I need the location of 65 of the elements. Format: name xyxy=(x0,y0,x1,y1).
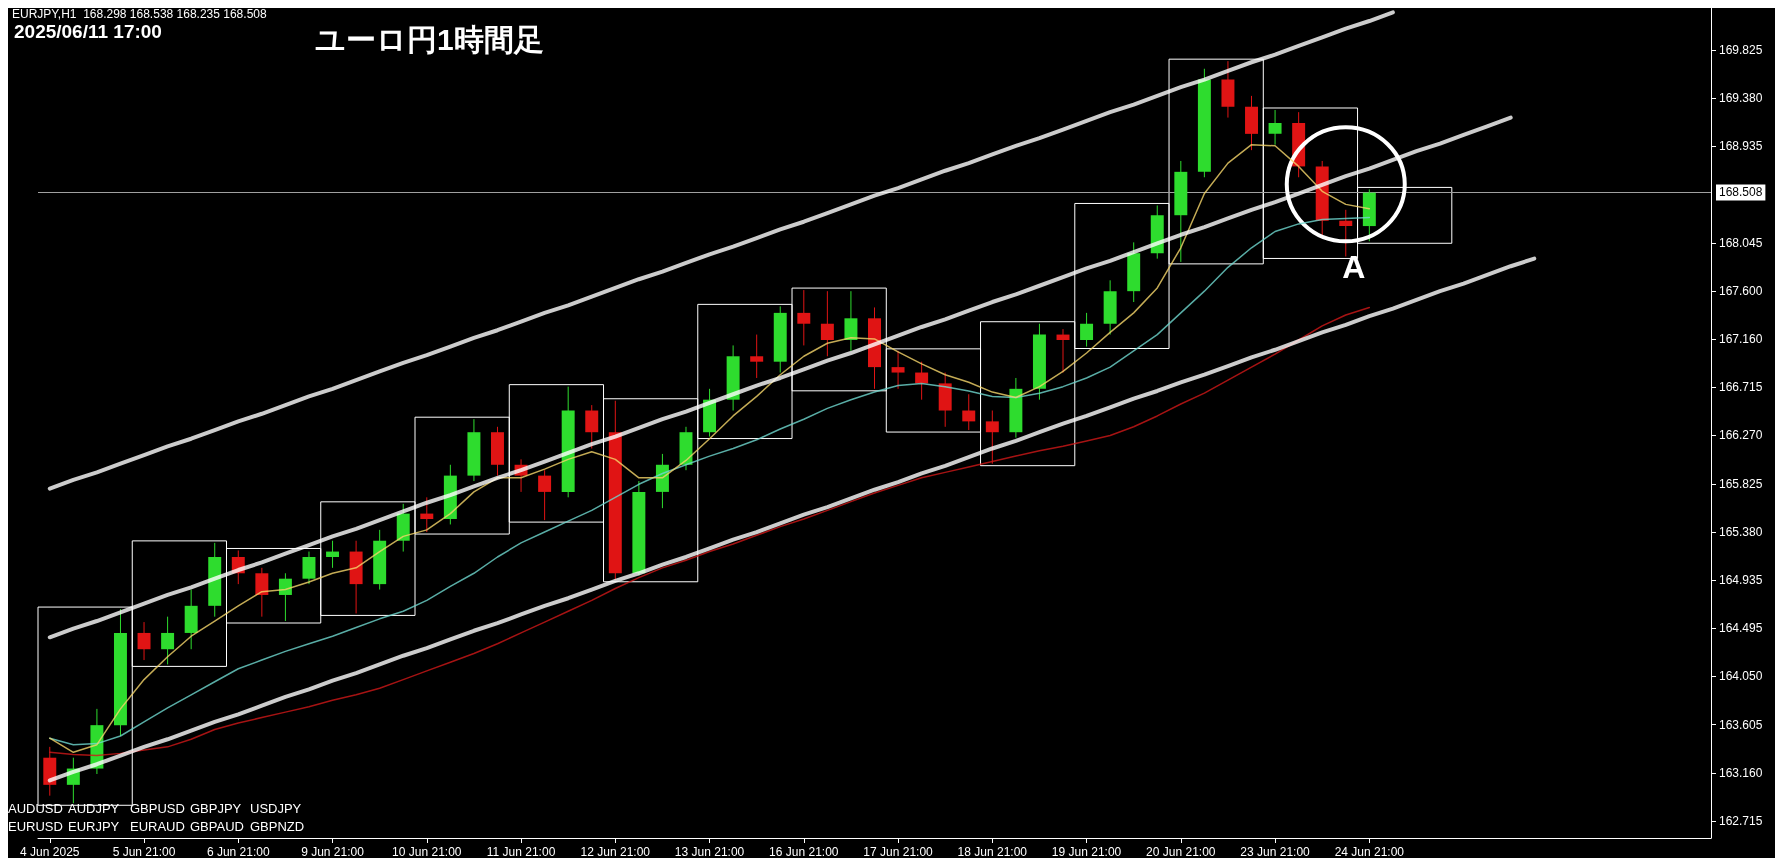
x-tick-label: 19 Jun 21:00 xyxy=(1051,845,1122,859)
text: 2025/06/11 17:00 xyxy=(14,21,162,42)
x-tick-label: 24 Jun 21:00 xyxy=(1334,845,1405,859)
annotation: EURJPY,H1 168.298 168.538 168.235 168.508 xyxy=(12,7,267,21)
y-tick-label: 165.825 xyxy=(1719,476,1763,491)
x-tick-label: 17 Jun 21:00 xyxy=(863,845,934,859)
candlestick xyxy=(326,540,340,569)
candlestick xyxy=(915,361,929,401)
x-tick-label: 23 Jun 21:00 xyxy=(1240,845,1311,859)
y-tick-label: 164.050 xyxy=(1719,669,1763,684)
candlestick xyxy=(420,496,434,533)
y-tick-label: 164.495 xyxy=(1719,621,1763,636)
y-tick-label: 166.270 xyxy=(1719,428,1763,443)
x-tick-label: 10 Jun 21:00 xyxy=(392,845,462,859)
x-tick-label: 12 Jun 21:00 xyxy=(580,845,651,859)
annotation: GBPUSD xyxy=(130,801,185,816)
candlestick xyxy=(1268,109,1282,146)
candlestick xyxy=(1080,312,1094,348)
candlestick xyxy=(302,551,316,585)
candlestick xyxy=(891,350,905,390)
annotation: GBPJPY xyxy=(190,801,242,816)
y-tick-label: 166.715 xyxy=(1719,380,1763,395)
candlestick xyxy=(137,621,151,661)
ref-line-label: 168.508 xyxy=(1719,185,1763,200)
annotation: EURUSD xyxy=(8,819,63,834)
annotation: EURJPY xyxy=(68,819,120,834)
y-tick-label: 167.600 xyxy=(1719,284,1763,299)
annotation: AUDUSD xyxy=(8,801,63,816)
y-tick-label: 167.160 xyxy=(1719,331,1763,346)
y-tick-label: 169.825 xyxy=(1719,42,1763,57)
x-tick-label: 13 Jun 21:00 xyxy=(674,845,745,859)
x-tick-label: 4 Jun 2025 xyxy=(20,845,80,859)
x-tick-label: 18 Jun 21:00 xyxy=(957,845,1028,859)
candlestick xyxy=(962,393,976,431)
y-tick-label: 163.160 xyxy=(1719,765,1763,780)
y-tick-label: 165.380 xyxy=(1719,525,1763,540)
annotation: A xyxy=(1342,249,1366,286)
candlestick xyxy=(750,334,764,379)
candlestick xyxy=(797,289,811,346)
x-tick-label: 11 Jun 21:00 xyxy=(486,845,556,859)
x-tick-label: 20 Jun 21:00 xyxy=(1146,845,1216,859)
x-tick-label: 5 Jun 21:00 xyxy=(112,845,176,859)
annotation: GBPNZD xyxy=(250,819,305,834)
candlestick xyxy=(538,469,552,521)
text: ユーロ円1時間足 xyxy=(315,22,544,56)
y-tick-label: 163.605 xyxy=(1719,717,1763,732)
candlestick xyxy=(844,290,858,352)
y-tick-label: 164.935 xyxy=(1719,573,1763,588)
annotation: EURAUD xyxy=(130,819,185,834)
candlestick xyxy=(1339,209,1353,257)
y-tick-label: 168.045 xyxy=(1719,235,1763,250)
annotation: GBPAUD xyxy=(190,819,244,834)
candlestick xyxy=(585,404,599,449)
x-tick-label: 6 Jun 21:00 xyxy=(206,845,270,859)
x-tick-label: 9 Jun 21:00 xyxy=(301,845,365,859)
x-tick-label: 16 Jun 21:00 xyxy=(769,845,839,859)
y-tick-label: 168.935 xyxy=(1719,139,1763,154)
candlestick xyxy=(255,567,269,618)
candlestick xyxy=(161,616,175,665)
y-tick-label: 169.380 xyxy=(1719,91,1763,106)
line-series xyxy=(49,306,1371,757)
candlestick xyxy=(820,290,834,357)
y-tick-label: 162.715 xyxy=(1719,814,1763,829)
annotation: USDJPY xyxy=(250,801,302,816)
candlestick xyxy=(985,410,999,465)
